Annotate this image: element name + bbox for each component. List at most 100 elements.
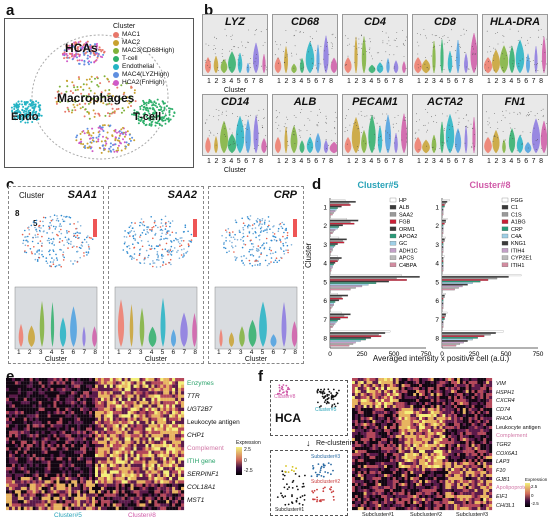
heatmap-cell [136, 483, 140, 487]
umap-cell-dot [165, 117, 168, 120]
umap-cell-dot [87, 93, 90, 96]
heatmap-cell [109, 407, 113, 412]
heatmap-row-label: Complement [187, 445, 224, 452]
umap-cell-dot [154, 104, 157, 107]
feature-cell-dot [150, 216, 152, 218]
feature-cell-dot [134, 233, 137, 236]
heatmap-cell [50, 384, 54, 388]
feature-cell-dot [227, 228, 230, 230]
heatmap-cell [166, 437, 170, 441]
heatmap-cell [100, 417, 104, 421]
heatmap-cell [35, 401, 39, 405]
umap-cell-dot [109, 97, 112, 100]
heatmap-cell [59, 490, 63, 494]
violin-point [224, 28, 226, 30]
heatmap-cell [86, 384, 90, 388]
heatmap-cell [160, 420, 164, 425]
violin-point [294, 125, 295, 126]
heatmap-cell [38, 434, 42, 438]
heatmap-cell [95, 411, 99, 415]
panel-b-label: b [204, 2, 214, 19]
heatmap-cell [6, 473, 10, 478]
umap-cell-dot [115, 95, 118, 98]
heatmap-cell [112, 411, 116, 415]
heatmap-cell [86, 467, 90, 471]
heatmap-cell [86, 506, 90, 511]
heatmap-cell [17, 437, 21, 441]
heatmap-cell [103, 467, 107, 471]
violin-point [517, 40, 519, 41]
heatmap-cell [124, 506, 128, 511]
heatmap-cell [112, 493, 116, 497]
panel-e-col-left: Cluster#5 [54, 512, 82, 519]
heatmap-cell [83, 414, 87, 418]
feature-cell-dot [241, 217, 243, 220]
heatmap-cell [109, 496, 113, 501]
umap-cell-dot [101, 96, 104, 99]
feature-cell-dot [157, 245, 159, 248]
heatmap-cell [175, 434, 179, 438]
umap-cell-dot [29, 104, 32, 107]
heatmap-cell [136, 417, 140, 421]
heatmap-cell [77, 480, 81, 484]
violin-point [237, 59, 239, 61]
heatmap-cell [175, 411, 179, 415]
heatmap-cell [166, 467, 170, 471]
violin-point [431, 116, 432, 118]
heatmap-cell [77, 381, 81, 385]
bar-mark [441, 340, 468, 342]
heatmap-cell [124, 460, 128, 464]
heatmap-cell [106, 394, 110, 398]
heatmap-cell [151, 460, 155, 464]
feature-cell-dot [238, 229, 241, 232]
feature-cell-dot [56, 215, 58, 217]
violin-point [278, 48, 280, 50]
feature-violin [117, 299, 125, 347]
heatmap-cell [139, 493, 143, 497]
heatmap-cell [83, 401, 87, 405]
umap-cell-dot [122, 126, 124, 129]
heatmap-cell [103, 411, 107, 415]
heatmap-cell [11, 503, 15, 507]
heatmap-cell [181, 414, 185, 418]
heatmap-cell [6, 430, 10, 435]
heatmap-cell [97, 483, 102, 487]
heatmap-cell [148, 447, 152, 451]
heatmap-cell [106, 500, 110, 504]
heatmap-cell [20, 473, 24, 478]
heatmap-cell [11, 444, 15, 448]
violin-point [334, 121, 336, 122]
heatmap-cell [154, 411, 158, 415]
bar-mark [329, 232, 333, 234]
umap-cell-dot [148, 123, 151, 125]
heatmap-cell [68, 486, 72, 491]
heatmap-cell [32, 407, 36, 412]
heatmap-cell [41, 381, 45, 385]
heatmap-cell [121, 463, 125, 468]
violin-point [425, 109, 426, 110]
heatmap-cell [6, 463, 10, 468]
heatmap-cell [139, 411, 143, 415]
heatmap-cell [23, 384, 27, 388]
umap-cell-dot [17, 106, 20, 109]
violin-point [527, 42, 529, 44]
heatmap-cell [41, 414, 45, 418]
umap-cell-dot [39, 104, 42, 107]
umap-cell-dot [119, 132, 122, 135]
feature-cell-dot [81, 241, 84, 244]
heatmap-cell [139, 427, 143, 431]
heatmap-cell [172, 434, 176, 438]
heatmap-cell [80, 411, 84, 415]
bar-mark [329, 260, 338, 263]
violin-shape [447, 50, 453, 74]
heatmap-cell [35, 427, 39, 431]
heatmap-cell [112, 420, 116, 425]
heatmap-cell [95, 430, 99, 435]
violin-point [451, 29, 452, 31]
heatmap-cell [92, 434, 96, 438]
heatmap-cell [154, 486, 158, 491]
feature-cell-dot [267, 225, 269, 228]
violin-point [439, 65, 441, 66]
heatmap-cell [89, 490, 93, 494]
